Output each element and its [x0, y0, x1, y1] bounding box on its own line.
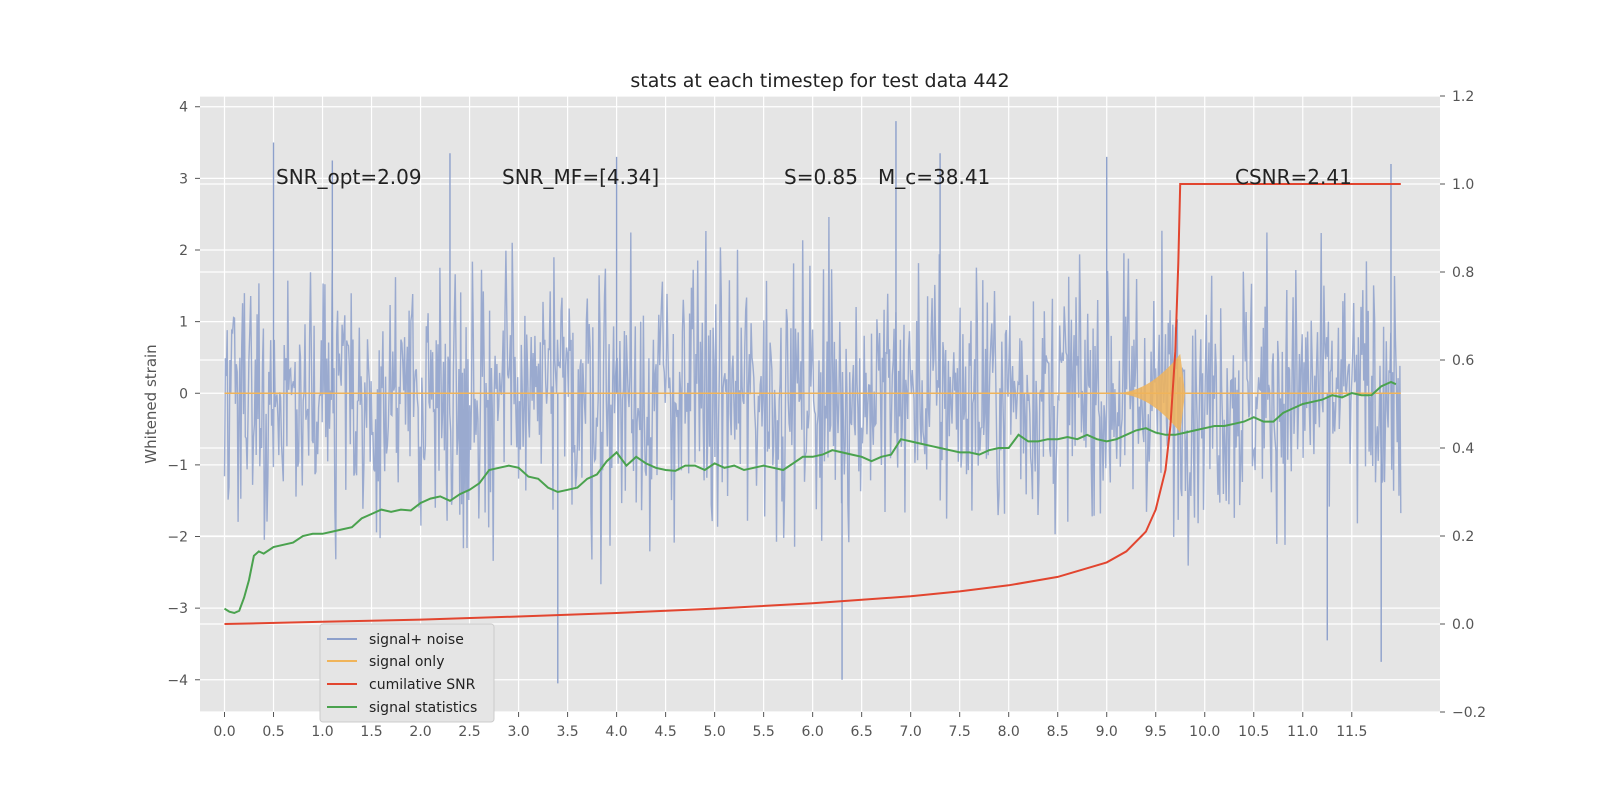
y2-tick-label: 0.4: [1452, 441, 1474, 457]
x-tick-label: 4.5: [654, 724, 676, 740]
noise-series: [223, 121, 1402, 684]
y-tick-label: −3: [167, 601, 188, 617]
legend-label-stats: signal statistics: [369, 700, 477, 716]
x-tick-label: 3.5: [556, 724, 578, 740]
legend: signal+ noise signal only cumilative SNR…: [319, 623, 495, 723]
x-tick-label: 10.5: [1238, 724, 1269, 740]
x-tick-labels: 0.0 0.5 1.0 1.5 2.0 2.5 3.0 3.5 4.0 4.5 5.0 5.5 6.0 6…: [213, 712, 1367, 740]
x-tick-label: 2.0: [409, 724, 431, 740]
x-tick-label: 9.5: [1145, 724, 1167, 740]
y-tick-label: −1: [167, 458, 188, 474]
x-tick-label: 5.0: [703, 724, 725, 740]
cumulative-snr-line: [224, 183, 1401, 625]
y2-tick-label: 1.2: [1452, 89, 1474, 105]
x-tick-label: 8.5: [1047, 724, 1069, 740]
signal-chirp-burst: [1111, 353, 1186, 433]
noise-trace: [223, 216, 1402, 585]
x-tick-label: 4.0: [605, 724, 627, 740]
y2-tick-label: 0.2: [1452, 529, 1474, 545]
x-tick-label: 7.0: [900, 724, 922, 740]
x-tick-label: 11.5: [1336, 724, 1367, 740]
x-tick-label: 5.5: [753, 724, 775, 740]
signal-statistics-line: [223, 380, 1397, 615]
annotation-mc: M_c=38.41: [878, 165, 990, 189]
x-tick-label: 11.0: [1287, 724, 1318, 740]
y2-tick-label: 1.0: [1452, 177, 1474, 193]
legend-label-noise: signal+ noise: [369, 632, 464, 648]
y-tick-label: −2: [167, 530, 188, 546]
x-tick-label: 8.0: [998, 724, 1020, 740]
annotation-snr-mf: SNR_MF=[4.34]: [502, 165, 659, 189]
x-tick-label: 0.0: [213, 724, 235, 740]
y-tick-label: −4: [167, 673, 188, 689]
x-tick-label: 0.5: [262, 724, 284, 740]
y2-tick-label: 0.0: [1452, 617, 1474, 633]
y2-tick-labels: 1.2 1.0 0.8 0.6 0.4 0.2 0.0 −0.2: [1440, 89, 1486, 721]
y-tick-label: 1: [179, 315, 188, 331]
x-tick-label: 1.5: [360, 724, 382, 740]
legend-label-signal: signal only: [369, 654, 444, 670]
y-tick-label: 0: [179, 386, 188, 402]
y2-tick-label: 0.8: [1452, 265, 1474, 281]
x-tick-label: 6.5: [851, 724, 873, 740]
legend-label-csnr: cumilative SNR: [369, 677, 476, 693]
y2-tick-label: −0.2: [1452, 705, 1486, 721]
y-tick-labels: 4 3 2 1 0 −1 −2 −3 −4: [167, 100, 200, 689]
x-tick-label: 10.0: [1189, 724, 1220, 740]
y-tick-label: 3: [179, 171, 188, 187]
y2-tick-label: 0.6: [1452, 353, 1474, 369]
y-tick-label: 4: [179, 100, 188, 116]
x-tick-label: 3.0: [507, 724, 529, 740]
x-tick-label: 9.0: [1096, 724, 1118, 740]
annotation-s: S=0.85: [784, 165, 858, 189]
y-axis-label: Whitened strain: [142, 344, 160, 463]
x-tick-label: 1.0: [311, 724, 333, 740]
legend-box: [319, 623, 495, 723]
x-tick-label: 6.0: [802, 724, 824, 740]
chart-title: stats at each timestep for test data 442: [630, 70, 1009, 92]
x-tick-label: 2.5: [458, 724, 480, 740]
annotation-snr-opt: SNR_opt=2.09: [276, 165, 422, 189]
annotation-csnr: CSNR=2.41: [1235, 165, 1352, 189]
y-tick-label: 2: [179, 243, 188, 259]
x-tick-label: 7.5: [949, 724, 971, 740]
